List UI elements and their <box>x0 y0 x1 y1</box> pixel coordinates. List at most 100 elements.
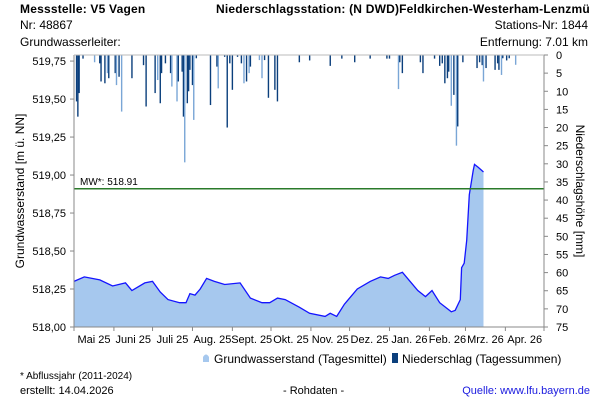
precip-bar <box>261 55 263 79</box>
x-tick-label: Sept. 25 <box>231 334 272 346</box>
y-tick-label: 518,25 <box>32 284 66 296</box>
precip-bar <box>298 55 301 63</box>
y-tick-label: 518,00 <box>32 322 66 334</box>
precip-bar <box>236 55 239 57</box>
precip-bar <box>177 55 180 82</box>
precip-bar <box>78 55 80 94</box>
precip-bar <box>82 55 84 59</box>
y-tick-label: 519,75 <box>32 56 66 68</box>
precip-bar <box>209 55 212 106</box>
y-axis-title: Grundwasserstand [m ü. NN] <box>13 114 27 269</box>
precip-bar <box>481 55 483 66</box>
precip-bar <box>184 55 186 163</box>
precip-bar <box>229 55 231 64</box>
precip-bar <box>114 55 116 74</box>
precip-bar <box>496 55 499 64</box>
precip-bar <box>438 55 441 66</box>
y-tick-label: 518,50 <box>32 246 66 258</box>
precip-bar <box>482 55 485 82</box>
precip-bar <box>441 55 443 64</box>
raw-data-label: - Rohdaten - <box>283 385 345 397</box>
messstelle-nr: Nr: 48867 <box>20 18 73 32</box>
precip-bar <box>354 55 356 63</box>
precip-bar <box>93 55 96 63</box>
precip-bar <box>258 55 261 61</box>
y2-tick-label: 50 <box>556 231 568 243</box>
y2-axis-title: Niederschlagshöhe [mm] <box>573 125 587 258</box>
legend-precip-label: Niederschlag (Tagessummen) <box>402 352 561 366</box>
groundwater-series <box>73 163 484 327</box>
precip-bar <box>243 55 245 84</box>
y2-tick-label: 15 <box>556 104 568 116</box>
precip-bar <box>249 55 252 67</box>
precip-bar <box>453 55 455 95</box>
x-tick-label: Juni 25 <box>115 334 150 346</box>
y2-tick-label: 70 <box>556 304 568 316</box>
legend-groundwater-label: Grundwasserstand (Tagesmittel) <box>214 352 387 366</box>
precipitation-bars <box>75 55 517 163</box>
y-tick-label: 519,00 <box>32 170 66 182</box>
precip-bar <box>104 55 106 84</box>
y2-tick-label: 20 <box>556 123 568 135</box>
legend-groundwater-icon <box>203 354 209 362</box>
y-tick-label: 519,50 <box>32 94 66 106</box>
precip-bar <box>216 55 218 67</box>
precip-bar <box>240 55 243 64</box>
y2-tick-label: 25 <box>556 141 568 153</box>
precip-bar <box>169 55 172 74</box>
precip-bar <box>329 55 331 66</box>
precip-bar <box>99 55 101 64</box>
x-tick-label: Okt. 25 <box>273 334 308 346</box>
y2-tick-label: 55 <box>556 249 568 261</box>
precip-bar <box>448 55 450 72</box>
precip-bar <box>500 55 503 75</box>
precip-bar <box>245 55 248 82</box>
precip-bar <box>455 55 458 146</box>
precip-bar <box>77 55 79 117</box>
precip-bar <box>108 55 110 79</box>
legend-precip-icon <box>392 353 398 363</box>
precip-bar <box>193 55 195 120</box>
precip-bar <box>444 55 446 84</box>
precip-bar <box>223 55 226 57</box>
precip-bar <box>267 55 270 98</box>
precip-bar <box>75 55 78 102</box>
axes: 518,00 518,25 518,50 518,75 519,00 519,25 519,… <box>32 50 568 346</box>
precip-bar <box>142 55 145 66</box>
precip-bar <box>189 55 191 70</box>
precip-bar <box>433 55 436 59</box>
x-tick-label: Aug. 25 <box>193 334 231 346</box>
mean-water-label: MW*: 518.91 <box>80 177 138 188</box>
precip-bar <box>248 55 250 74</box>
precip-bar <box>231 55 234 90</box>
precip-bar <box>308 55 311 61</box>
precip-bar <box>181 55 183 72</box>
precip-bar <box>422 55 424 74</box>
precip-bar <box>120 55 123 112</box>
precip-bar <box>115 55 118 86</box>
x-tick-label: Jan. 26 <box>391 334 427 346</box>
precip-bar <box>171 55 173 87</box>
precip-bar <box>450 55 452 106</box>
messstelle-label: Messstelle: V5 Vagen <box>20 2 146 16</box>
precip-bar <box>386 55 388 59</box>
y2-tick-label: 35 <box>556 177 568 189</box>
precip-bar <box>263 55 266 61</box>
precip-bar <box>476 55 478 69</box>
y2-tick-label: 75 <box>556 322 568 334</box>
y-tick-label: 518,75 <box>32 208 66 220</box>
precip-bar <box>462 55 464 63</box>
legend: Grundwasserstand (Tagesmittel) Niedersch… <box>203 352 561 366</box>
source-link[interactable]: Quelle: www.lfu.bayern.de <box>462 385 590 397</box>
precip-bar <box>176 55 178 102</box>
precip-bar <box>505 55 508 61</box>
y2-tick-label: 10 <box>556 86 568 98</box>
precip-bar <box>154 55 156 94</box>
precip-bar <box>401 55 404 74</box>
precip-bar <box>100 55 102 82</box>
precip-bar <box>494 55 496 70</box>
x-tick-label: Feb. 26 <box>429 334 466 346</box>
precip-bar <box>106 55 109 74</box>
precip-bar <box>191 55 194 86</box>
